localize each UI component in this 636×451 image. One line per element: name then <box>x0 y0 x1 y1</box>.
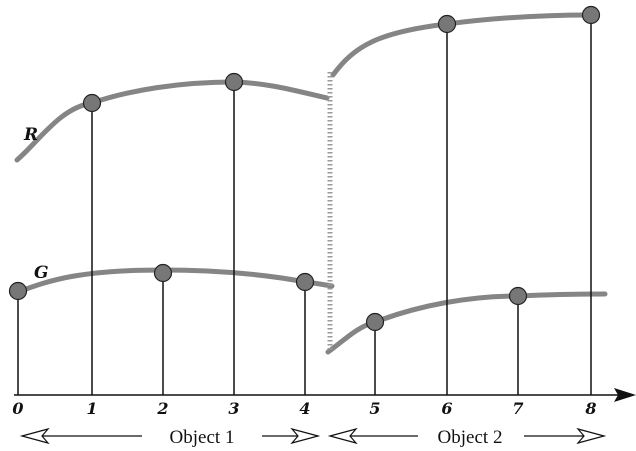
marker-5 <box>365 312 385 332</box>
tick-label-2: 2 <box>156 399 168 418</box>
marker-6 <box>437 14 457 34</box>
tick-labels: 0 1 2 3 4 5 6 7 8 <box>12 399 596 418</box>
tick-label-0: 0 <box>12 399 23 418</box>
sample-markers <box>8 5 601 332</box>
r-curve-label: R <box>23 125 38 145</box>
marker-4 <box>295 272 315 292</box>
g-curve-label: G <box>34 263 49 283</box>
x-axis-arrowhead <box>614 388 636 402</box>
marker-2 <box>153 263 173 283</box>
tick-label-8: 8 <box>584 399 596 418</box>
marker-1 <box>82 93 102 113</box>
marker-7 <box>508 286 528 306</box>
marker-8 <box>581 5 601 25</box>
g-curve-object-1 <box>15 267 335 295</box>
marker-0 <box>8 281 28 301</box>
tick-label-4: 4 <box>299 399 310 418</box>
object-1-label: Object 1 <box>170 427 235 448</box>
object-1-arrowhead-left <box>19 427 50 445</box>
r-curve-object-2 <box>330 12 594 78</box>
tick-label-5: 5 <box>369 399 380 418</box>
sample-stems <box>17 15 592 395</box>
marker-3 <box>224 72 244 92</box>
tick-label-3: 3 <box>228 399 239 418</box>
g-curve-object-2 <box>325 291 608 355</box>
object-1-arrowhead-right <box>290 427 321 445</box>
r-curve-object-1 <box>14 79 330 163</box>
tick-label-7: 7 <box>512 399 523 418</box>
object-1-span: Object 1 <box>19 427 321 448</box>
object-2-label: Object 2 <box>438 427 503 448</box>
tick-label-1: 1 <box>86 399 97 418</box>
object-2-span: Object 2 <box>327 427 607 448</box>
object-2-arrowhead-left <box>327 427 358 445</box>
object-2-arrowhead-right <box>576 427 607 445</box>
tick-label-6: 6 <box>441 399 452 418</box>
